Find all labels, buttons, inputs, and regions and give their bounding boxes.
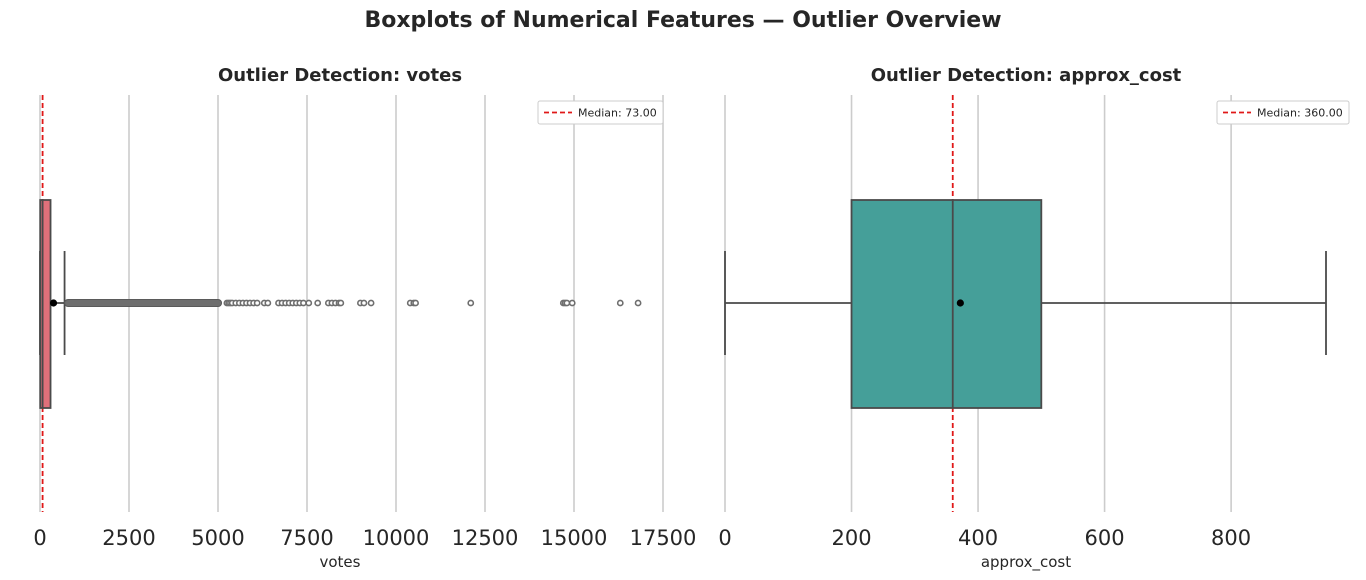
votes-x-axis-label: votes <box>320 553 361 571</box>
approx-cost-boxplot <box>724 199 1327 409</box>
votes-outlier-point <box>314 299 322 307</box>
votes-x-ticks: 0 2500 5000 7500 10000 12500 15000 17500 <box>33 526 696 550</box>
votes-x-tick-label: 10000 <box>363 526 430 550</box>
votes-subplot: Outlier Detection: votes 0 2500 5000 7500 10… <box>33 65 696 571</box>
approx-cost-x-tick-label: 400 <box>958 526 998 550</box>
votes-x-tick-label: 12500 <box>452 526 519 550</box>
votes-outlier-point <box>367 299 375 307</box>
approx-cost-x-tick-label: 600 <box>1085 526 1125 550</box>
votes-outlier-point <box>616 299 624 307</box>
votes-outlier-point <box>467 299 475 307</box>
votes-outlier-point <box>305 299 313 307</box>
votes-outlier-point <box>634 299 642 307</box>
approx-cost-legend-label: Median: 360.00 <box>1257 107 1343 120</box>
approx-cost-x-tick-label: 0 <box>718 526 731 550</box>
approx-cost-chart-title: Outlier Detection: approx_cost <box>871 65 1182 86</box>
approx-cost-mean-marker <box>956 299 964 307</box>
votes-x-tick-label: 0 <box>33 526 46 550</box>
votes-x-tick-label: 15000 <box>541 526 608 550</box>
approx-cost-x-tick-label: 200 <box>831 526 871 550</box>
votes-outlier-point <box>264 299 272 307</box>
votes-outlier-point <box>563 299 571 307</box>
votes-outlier-point <box>253 299 261 307</box>
votes-chart-title: Outlier Detection: votes <box>218 65 462 86</box>
votes-mean-marker <box>49 299 58 307</box>
votes-legend-label: Median: 73.00 <box>578 107 657 120</box>
votes-x-tick-label: 7500 <box>280 526 333 550</box>
votes-x-tick-label: 5000 <box>191 526 244 550</box>
votes-boxplot <box>39 199 642 409</box>
approx-cost-x-ticks: 0 200 400 600 800 <box>718 526 1251 550</box>
votes-legend-frame <box>537 100 664 125</box>
figure-suptitle: Boxplots of Numerical Features — Outlier… <box>364 8 1001 33</box>
votes-outlier-cluster <box>64 299 223 307</box>
votes-x-tick-label: 17500 <box>630 526 697 550</box>
votes-outlier-point <box>568 299 576 307</box>
votes-outlier-point <box>300 299 307 307</box>
votes-outlier-point <box>337 299 345 307</box>
approx-cost-box <box>850 199 1043 409</box>
approx-cost-x-tick-label: 800 <box>1211 526 1251 550</box>
votes-x-tick-label: 2500 <box>102 526 155 550</box>
approx-cost-legend: Median: 360.00 <box>1216 100 1350 125</box>
approx-cost-subplot: Outlier Detection: approx_cost 0 200 400 60… <box>718 65 1350 572</box>
approx-cost-legend-frame <box>1216 100 1350 125</box>
votes-legend: Median: 73.00 <box>537 100 664 125</box>
votes-outlier-point <box>360 299 368 307</box>
approx-cost-x-axis-label: approx_cost <box>981 553 1071 572</box>
votes-outlier-point <box>412 299 419 307</box>
